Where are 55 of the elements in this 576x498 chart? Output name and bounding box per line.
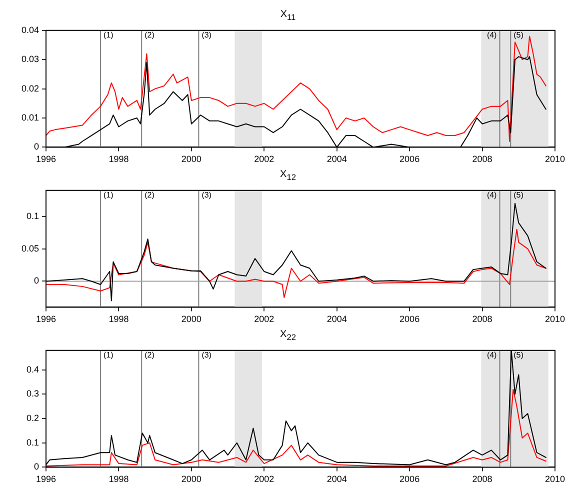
annotation: (2) xyxy=(144,190,155,200)
x-tick-label: 1996 xyxy=(36,314,56,324)
x-tick-label: 2010 xyxy=(544,474,566,484)
x-tick-label: 2008 xyxy=(472,314,492,324)
chart-title: X$_{22}$ xyxy=(279,328,297,342)
annotation: (1) xyxy=(104,190,114,200)
chart-title: X$_{11}$ xyxy=(279,8,297,22)
y-tick-label: 0.1 xyxy=(26,437,39,448)
annotation: (1) xyxy=(104,350,114,360)
annotation: (5) xyxy=(514,190,524,200)
x-tick-label: 1998 xyxy=(108,154,129,164)
y-tick-label: 0.4 xyxy=(26,364,39,374)
x-tick-label: 2006 xyxy=(400,314,420,324)
x-tick-label: 2000 xyxy=(181,474,202,484)
annotation: (3) xyxy=(202,30,212,40)
y-tick-label: 0.05 xyxy=(21,243,39,254)
x-tick-label: 2008 xyxy=(472,154,492,164)
annotation: (3) xyxy=(202,350,212,360)
annotation: (5) xyxy=(514,30,524,40)
x-tick-label: 1996 xyxy=(36,154,56,164)
x-tick-label: 2006 xyxy=(400,474,420,484)
annotation: (4) xyxy=(486,190,498,200)
annotation: (3) xyxy=(202,190,212,200)
y-tick-label: 0 xyxy=(34,276,39,286)
annotation: (4) xyxy=(486,350,498,360)
x-tick-label: 1998 xyxy=(108,314,129,324)
y-tick-label: 0.02 xyxy=(21,83,39,94)
x-tick-label: 2010 xyxy=(544,314,566,324)
x-tick-label: 2000 xyxy=(181,314,202,324)
x-tick-label: 2004 xyxy=(326,314,347,324)
x-tick-label: 2010 xyxy=(544,154,566,164)
y-tick-label: 0 xyxy=(34,462,39,472)
y-tick-label: 0.03 xyxy=(21,54,39,64)
annotation: (2) xyxy=(144,350,155,360)
chart-title: X$_{12}$ xyxy=(279,168,297,182)
x-tick-label: 2006 xyxy=(400,154,420,164)
x-tick-label: 2002 xyxy=(254,154,274,164)
x-tick-label: 1998 xyxy=(108,474,129,484)
x-tick-label: 2002 xyxy=(254,474,274,484)
y-tick-label: 0.04 xyxy=(21,24,39,35)
x-tick-label: 2002 xyxy=(254,314,274,324)
y-tick-label: 0.2 xyxy=(26,413,39,424)
annotation: (1) xyxy=(104,30,114,40)
x-tick-label: 2000 xyxy=(181,154,202,164)
annotation: (4) xyxy=(486,30,498,40)
y-tick-label: 0.3 xyxy=(26,388,39,399)
x-tick-label: 2004 xyxy=(326,154,347,164)
y-tick-label: 0 xyxy=(34,142,39,152)
x-tick-label: 1996 xyxy=(36,474,56,484)
y-tick-label: 0.1 xyxy=(26,210,39,221)
y-tick-label: 0.01 xyxy=(21,112,39,122)
annotation: (5) xyxy=(514,350,524,360)
x-tick-label: 2004 xyxy=(326,474,347,484)
x-tick-label: 2008 xyxy=(472,474,492,484)
annotation: (2) xyxy=(144,30,155,40)
